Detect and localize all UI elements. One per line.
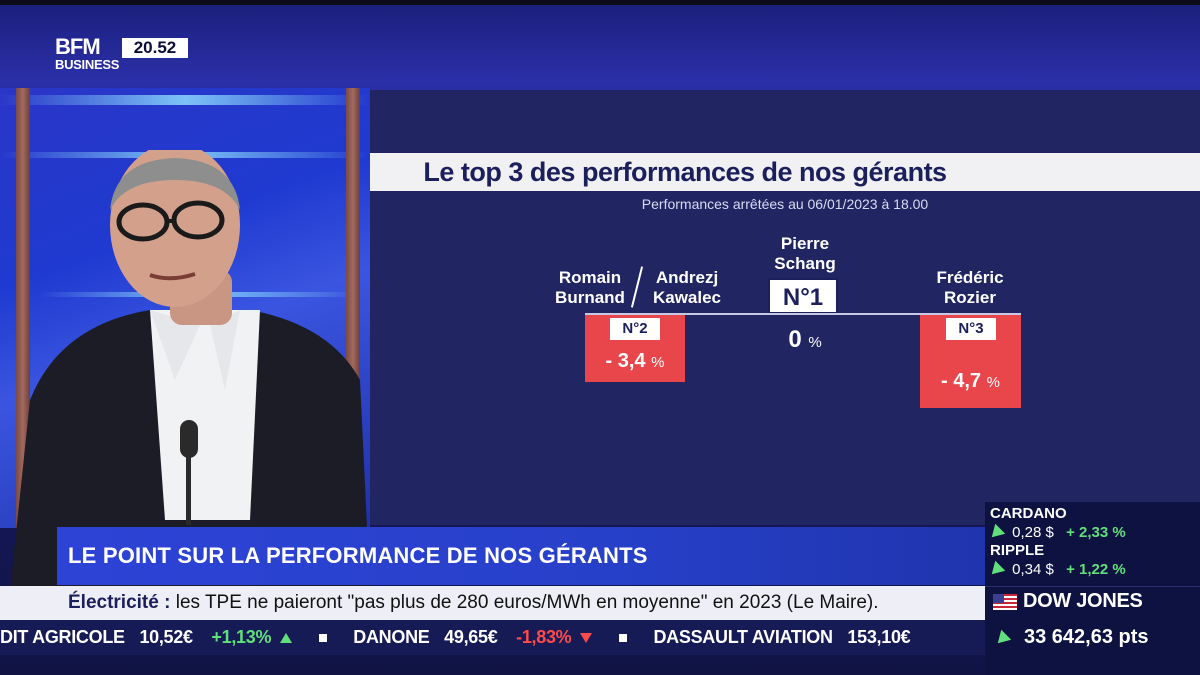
index-name: DOW JONES bbox=[1023, 590, 1143, 612]
crypto-name: CARDANO bbox=[990, 505, 1067, 522]
logo-bfm: BFM bbox=[55, 34, 101, 59]
podium-2-name-a: Romain Burnand bbox=[548, 268, 632, 308]
stock-price: 10,52€ bbox=[139, 627, 193, 647]
stock-name: DASSAULT AVIATION bbox=[653, 627, 833, 647]
podium-2-name-b: Andrezj Kawalec bbox=[644, 268, 730, 308]
stock-name: DANONE bbox=[353, 627, 430, 647]
down-arrow-icon bbox=[580, 633, 593, 644]
podium-2-a-first-name: Romain bbox=[558, 268, 622, 287]
up-arrow-icon bbox=[279, 633, 292, 644]
index-value: 33 642,63 pts bbox=[1024, 626, 1149, 648]
podium-1-last-name: Schang bbox=[774, 254, 836, 273]
crypto-price: 0,28 $ bbox=[1012, 524, 1054, 541]
news-ticker-bar bbox=[0, 586, 985, 620]
stock-change: +1,13% bbox=[211, 627, 272, 647]
stock-ticker: DIT AGRICOLE 10,52€ +1,13% DANONE 49,65€… bbox=[0, 620, 985, 655]
headline-bar bbox=[57, 527, 985, 585]
clock: 20.52 bbox=[122, 38, 188, 58]
graphic-title: Le top 3 des performances de nos gérants bbox=[423, 157, 947, 187]
podium-3-first-name: Frédéric bbox=[936, 268, 1004, 287]
podium-1-value: 0 % bbox=[760, 326, 850, 354]
stock-price: 49,65€ bbox=[444, 627, 498, 647]
stock-ticker-bar bbox=[0, 620, 985, 655]
news-text: les TPE ne paieront "pas plus de 280 eur… bbox=[175, 592, 879, 613]
podium-2-unit: % bbox=[651, 354, 665, 371]
podium-3-last-name: Rozier bbox=[944, 288, 996, 307]
podium-1-unit: % bbox=[808, 334, 822, 351]
podium-2-b-first-name: Andrezj bbox=[655, 268, 719, 287]
crypto-price: 0,34 $ bbox=[1012, 561, 1054, 578]
up-arrow-icon bbox=[986, 560, 1006, 580]
stock-change: -1,83% bbox=[516, 627, 572, 647]
crypto-change: + 1,22 % bbox=[1066, 561, 1126, 578]
separator-icon bbox=[318, 634, 327, 643]
up-arrow-icon bbox=[986, 523, 1006, 543]
headline-text: LE POINT SUR LA PERFORMANCE DE NOS GÉRAN… bbox=[68, 543, 648, 568]
top-strip bbox=[0, 0, 1200, 5]
podium-2-b-last-name: Kawalec bbox=[652, 288, 722, 307]
crypto-change: + 2,33 % bbox=[1066, 524, 1126, 541]
stock-price: 153,10€ bbox=[847, 627, 911, 647]
crypto-name: RIPPLE bbox=[990, 542, 1045, 559]
graphic-subtitle: Performances arrêtées au 06/01/2023 à 18… bbox=[641, 196, 929, 212]
crypto-quote: 0,34 $ + 1,22 % bbox=[986, 560, 1126, 580]
podium-1-first-name: Pierre bbox=[780, 234, 830, 253]
podium-1-number: 0 bbox=[788, 326, 802, 353]
stock-name: DIT AGRICOLE bbox=[0, 627, 125, 647]
podium-2-value: - 3,4 % bbox=[585, 350, 685, 373]
channel-logo: BFM BUSINESS bbox=[55, 36, 119, 72]
podium-baseline bbox=[585, 313, 1021, 315]
rank-1-badge: N°1 bbox=[768, 278, 838, 314]
presenter-image bbox=[10, 150, 370, 590]
podium-2-a-last-name: Burnand bbox=[555, 288, 625, 307]
podium-3-value: - 4,7 % bbox=[920, 370, 1021, 393]
rank-2-badge: N°2 bbox=[610, 318, 660, 340]
rank-3-badge: N°3 bbox=[946, 318, 996, 340]
studio-pillar bbox=[16, 88, 30, 528]
podium-3-number: - 4,7 bbox=[941, 370, 982, 392]
logo-business: BUSINESS bbox=[55, 57, 120, 72]
title-bar bbox=[370, 153, 1200, 191]
podium-3-unit: % bbox=[986, 374, 1000, 391]
crypto-quote: 0,28 $ + 2,33 % bbox=[986, 523, 1126, 543]
light-beam bbox=[0, 95, 370, 105]
us-flag-icon bbox=[993, 594, 1017, 610]
podium-3-name: Frédéric Rozier bbox=[918, 268, 1022, 308]
news-topic: Électricité : bbox=[68, 592, 171, 613]
index-panel bbox=[985, 586, 1200, 675]
podium-2-number: - 3,4 bbox=[605, 350, 646, 372]
separator-icon bbox=[618, 634, 627, 643]
news-ticker: Électricité : les TPE ne paieront "pas p… bbox=[68, 586, 985, 620]
podium-1-name: Pierre Schang bbox=[750, 234, 860, 274]
